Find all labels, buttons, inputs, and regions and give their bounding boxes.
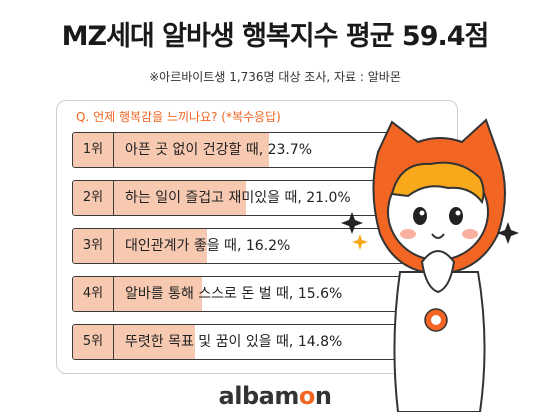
bar-data-label: 대인관계가 좋을 때, 16.2% [125,238,291,254]
bar-row: 3위 대인관계가 좋을 때, 16.2% [72,228,404,264]
survey-question: Q. 언제 행복감을 느끼나요? (*복수응답) [76,110,281,124]
bar-data-label: 뚜렷한 목표 및 꿈이 있을 때, 14.8% [125,334,343,350]
chart-title: MZ세대 알바생 행복지수 평균 59.4점 [61,21,490,52]
bar-row: 5위 뚜렷한 목표 및 꿈이 있을 때, 14.8% [72,324,404,360]
bar-row: 4위 알바를 통해 스스로 돈 벌 때, 15.6% [72,276,404,312]
rank-label: 1위 [73,133,114,167]
bar [73,277,202,311]
bar [73,229,207,263]
chart-subtitle: ※아르바이트생 1,736명 대상 조사, 자료 : 알바몬 [149,70,401,84]
rank-label: 3위 [73,229,114,263]
albamon-logo: albamon [218,382,332,410]
bar [73,133,269,167]
bar-data-label: 하는 일이 즐겁고 재미있을 때, 21.0% [125,190,351,206]
bar [73,325,195,359]
rank-label: 5위 [73,325,114,359]
mascot-illustration [341,118,519,412]
rank-label: 4위 [73,277,114,311]
bar-row: 2위 하는 일이 즐겁고 재미있을 때, 21.0% [72,180,404,216]
bar-data-label: 알바를 통해 스스로 돈 벌 때, 15.6% [125,286,343,302]
bar [73,181,246,215]
bar-row: 1위 아픈 곳 없이 건강할 때, 23.7% [72,132,404,168]
rank-label: 2위 [73,181,114,215]
bar-data-label: 아픈 곳 없이 건강할 때, 23.7% [125,142,313,158]
